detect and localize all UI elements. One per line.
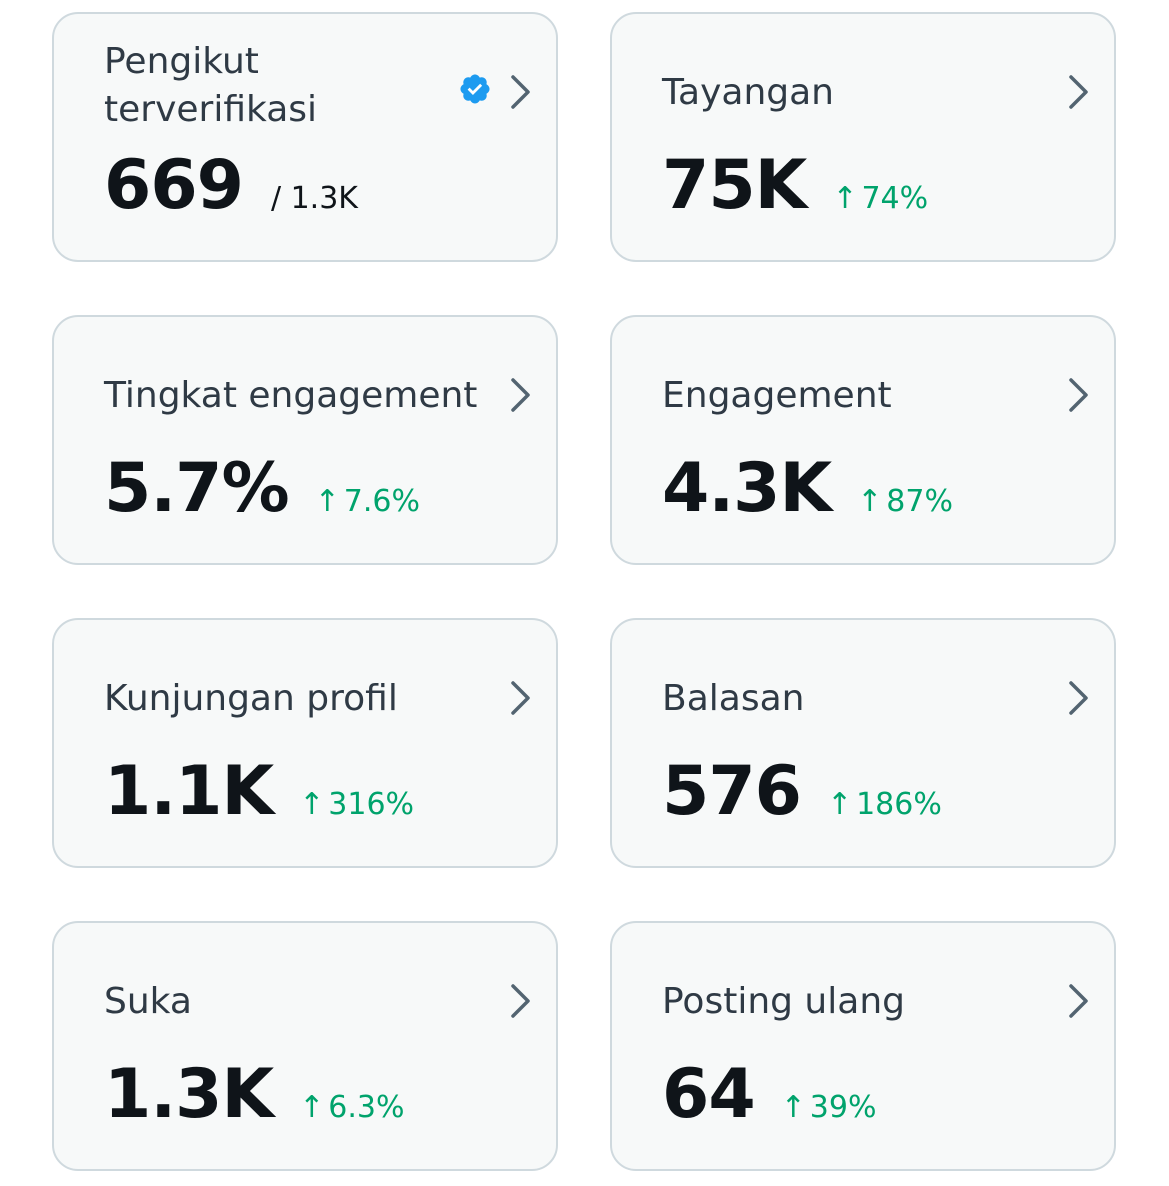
metric-value: 4.3K: [662, 449, 832, 528]
card-title: Tingkat engagement: [104, 375, 478, 416]
card-title: Balasan: [662, 678, 805, 719]
card-title: Posting ulang: [662, 981, 905, 1022]
metric-value: 75K: [662, 146, 807, 225]
card-verified-followers[interactable]: Pengikut terverifikasi 669 / 1.3K: [52, 12, 558, 262]
metric-delta: ↑ 39%: [781, 1090, 877, 1125]
metric-row: 64 ↑ 39%: [662, 1055, 876, 1135]
arrow-up-icon: ↑: [299, 787, 325, 822]
card-engagement-rate[interactable]: Tingkat engagement 5.7% ↑ 7.6%: [52, 315, 558, 565]
metric-row: 1.1K ↑ 316%: [104, 752, 414, 832]
card-impressions[interactable]: Tayangan 75K ↑ 74%: [610, 12, 1116, 262]
delta-value: 186%: [856, 787, 942, 822]
metric-row: 576 ↑ 186%: [662, 752, 942, 832]
chevron-right-icon: [511, 984, 530, 1018]
metric-value: 576: [662, 752, 802, 831]
metric-delta: ↑ 316%: [299, 787, 414, 822]
chevron-right-icon: [1069, 75, 1088, 109]
delta-value: 74%: [861, 181, 929, 216]
metric-row: 5.7% ↑ 7.6%: [104, 449, 420, 529]
delta-value: 7.6%: [343, 484, 420, 519]
chevron-right-icon: [511, 378, 530, 412]
arrow-up-icon: ↑: [780, 1090, 806, 1125]
arrow-up-icon: ↑: [832, 181, 858, 216]
card-title: Kunjungan profil: [104, 678, 398, 719]
metric-value: 1.1K: [104, 752, 274, 831]
metric-delta: ↑ 74%: [832, 181, 928, 216]
delta-value: 39%: [809, 1090, 877, 1125]
arrow-up-icon: ↑: [857, 484, 883, 519]
card-reposts[interactable]: Posting ulang 64 ↑ 39%: [610, 921, 1116, 1171]
metric-delta: ↑ 6.3%: [299, 1090, 404, 1125]
arrow-up-icon: ↑: [826, 787, 853, 822]
metric-value: 5.7%: [104, 449, 290, 528]
card-title: Engagement: [662, 375, 892, 416]
metric-row: 4.3K ↑ 87%: [662, 449, 953, 529]
metric-value: 64: [662, 1055, 756, 1134]
card-likes[interactable]: Suka 1.3K ↑ 6.3%: [52, 921, 558, 1171]
verified-badge-icon: [460, 74, 490, 104]
delta-value: 87%: [886, 484, 953, 519]
metric-delta: ↑ 7.6%: [315, 484, 420, 519]
metric-value: 1.3K: [104, 1055, 274, 1134]
card-title: Suka: [104, 981, 192, 1022]
metric-total: / 1.3K: [270, 181, 358, 216]
metric-value: 669: [104, 146, 244, 225]
arrow-up-icon: ↑: [299, 1090, 325, 1125]
card-title: Tayangan: [662, 72, 835, 113]
arrow-up-icon: ↑: [314, 484, 340, 519]
chevron-right-icon: [511, 681, 530, 715]
metric-row: 75K ↑ 74%: [662, 146, 928, 226]
chevron-right-icon: [1069, 378, 1088, 412]
chevron-right-icon: [511, 75, 530, 109]
card-engagements[interactable]: Engagement 4.3K ↑ 87%: [610, 315, 1116, 565]
metric-delta: ↑ 87%: [857, 484, 953, 519]
card-profile-visits[interactable]: Kunjungan profil 1.1K ↑ 316%: [52, 618, 558, 868]
delta-value: 6.3%: [328, 1090, 405, 1125]
metric-delta: ↑ 186%: [827, 787, 942, 822]
delta-value: 316%: [328, 787, 415, 822]
chevron-right-icon: [1069, 681, 1088, 715]
metric-row: 1.3K ↑ 6.3%: [104, 1055, 405, 1135]
card-replies[interactable]: Balasan 576 ↑ 186%: [610, 618, 1116, 868]
chevron-right-icon: [1069, 984, 1088, 1018]
metric-row: 669 / 1.3K: [104, 146, 358, 226]
card-title: Pengikut terverifikasi: [104, 41, 318, 130]
